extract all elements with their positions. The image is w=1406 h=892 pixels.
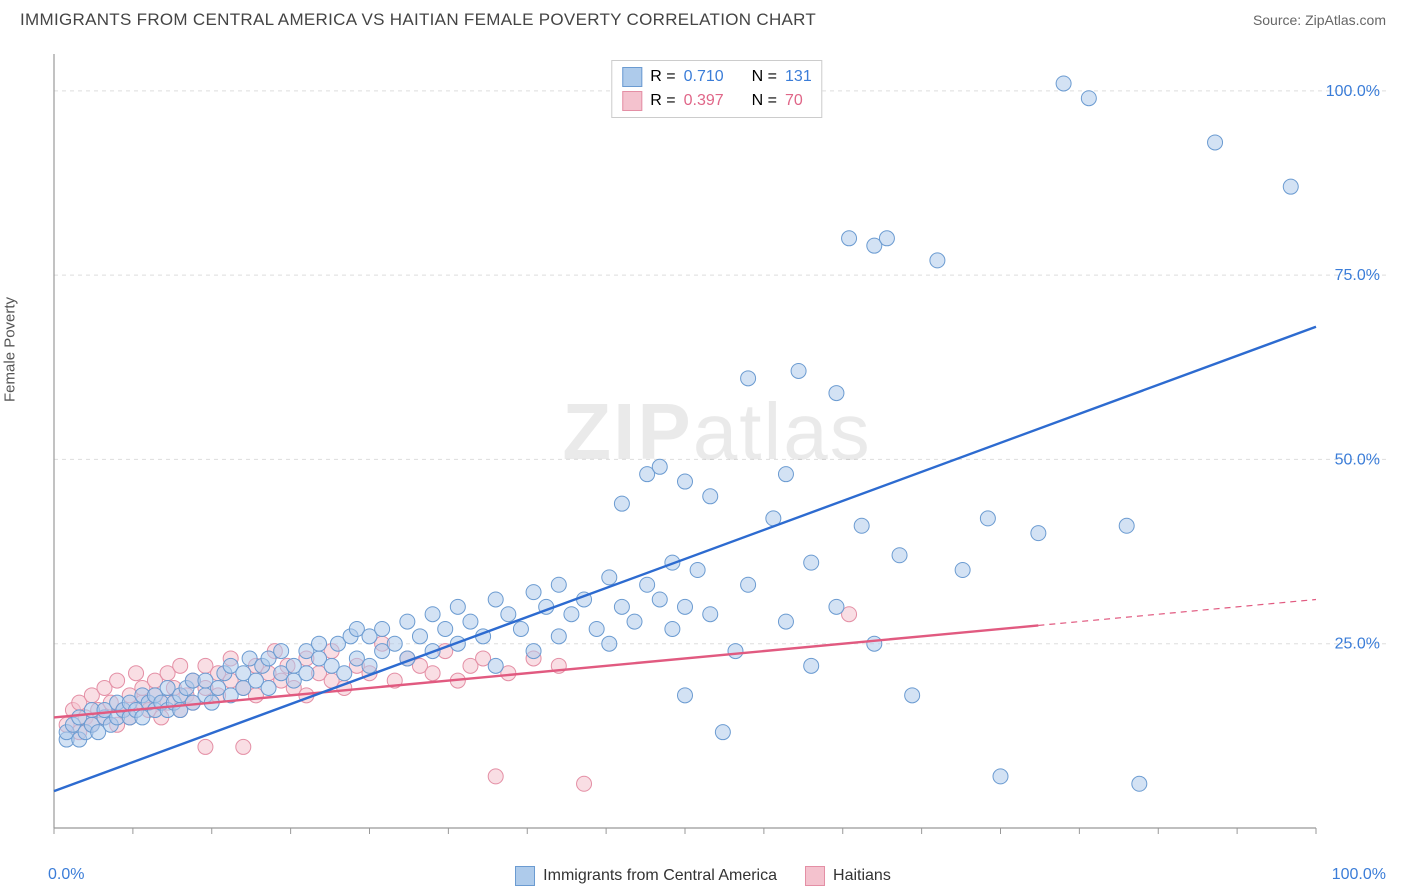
legend-entry-2: Haitians: [805, 866, 891, 886]
legend-entry-1: Immigrants from Central America: [515, 866, 777, 886]
r-label: R =: [650, 68, 675, 86]
y-axis-label: Female Poverty: [2, 297, 19, 402]
x-axis-max-label: 100.0%: [1332, 866, 1386, 884]
r-value-1: 0.710: [684, 68, 724, 86]
source-label: Source: ZipAtlas.com: [1253, 12, 1386, 28]
chart-area: 25.0% 50.0% 75.0% 100.0% R = 0.710 N = 131 …: [48, 48, 1386, 848]
svg-text:75.0%: 75.0%: [1335, 267, 1380, 284]
series2-swatch: [622, 91, 642, 111]
series2-swatch: [805, 866, 825, 886]
legend-series: Immigrants from Central America Haitians: [0, 866, 1406, 886]
legend-stats-row-2: R = 0.397 N = 70: [622, 89, 811, 113]
svg-text:100.0%: 100.0%: [1326, 83, 1380, 100]
x-axis-min-label: 0.0%: [48, 866, 84, 884]
series1-name: Immigrants from Central America: [543, 867, 777, 885]
n-value-2: 70: [785, 92, 803, 110]
r-value-2: 0.397: [684, 92, 724, 110]
svg-text:50.0%: 50.0%: [1335, 451, 1380, 468]
series1-swatch: [622, 67, 642, 87]
svg-text:25.0%: 25.0%: [1335, 636, 1380, 653]
series2-name: Haitians: [833, 867, 891, 885]
series1-swatch: [515, 866, 535, 886]
scatter-plot: 25.0% 50.0% 75.0% 100.0%: [48, 48, 1386, 848]
legend-stats: R = 0.710 N = 131 R = 0.397 N = 70: [611, 60, 822, 118]
legend-stats-row-1: R = 0.710 N = 131: [622, 65, 811, 89]
n-value-1: 131: [785, 68, 812, 86]
n-label: N =: [752, 68, 777, 86]
chart-title: IMMIGRANTS FROM CENTRAL AMERICA VS HAITI…: [20, 10, 816, 30]
r-label: R =: [650, 92, 675, 110]
n-label: N =: [752, 92, 777, 110]
